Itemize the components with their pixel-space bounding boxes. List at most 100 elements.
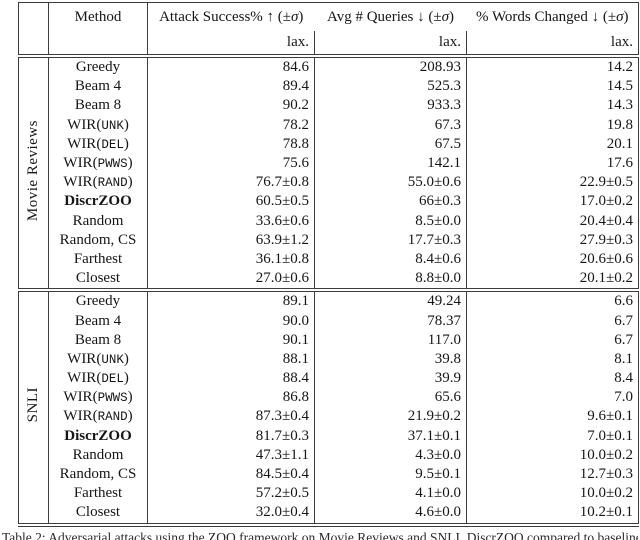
- sigma-symbol: σ: [616, 8, 624, 25]
- words-changed-value: 10.2±0.1: [466, 503, 639, 527]
- method-mono-label: UNK: [101, 118, 124, 133]
- words-changed-value: 6.7: [466, 330, 639, 350]
- avg-queries-value: 8.5±0.0: [314, 211, 467, 231]
- table-row: Beam 8 90.1 117.0 6.7: [19, 330, 639, 350]
- attack-success-value: 90.1: [147, 330, 315, 350]
- method-label: Farthest: [73, 250, 123, 267]
- method-cell: Beam 4: [48, 311, 148, 331]
- method-cell: Random, CS: [48, 464, 148, 485]
- header-text: % Words Changed: [476, 8, 592, 25]
- row-group-label-snli: SNLI: [18, 290, 49, 527]
- words-changed-value: 10.0±0.2: [466, 484, 639, 504]
- method-label: ): [123, 135, 129, 152]
- row-group-label-movie-reviews: Movie Reviews: [18, 56, 49, 293]
- attack-success-value: 33.6±0.6: [147, 211, 315, 231]
- method-mono-label: RAND: [97, 176, 128, 191]
- method-label: Farthest: [73, 485, 123, 502]
- words-changed-value: 17.0±0.2: [466, 192, 639, 212]
- words-changed-value: 14.2: [466, 56, 639, 78]
- header-text: (±: [274, 8, 292, 25]
- header-text: ): [298, 8, 304, 25]
- method-mono-label: RAND: [97, 410, 128, 425]
- table-row: WIR(UNK) 78.2 67.3 19.8: [19, 115, 639, 135]
- attack-success-value: 63.9±1.2: [147, 230, 315, 250]
- sigma-symbol: σ: [441, 8, 449, 25]
- avg-queries-value: 67.3: [314, 115, 467, 135]
- attack-success-value: 81.7±0.3: [147, 426, 315, 446]
- method-label: WIR(: [67, 370, 102, 387]
- method-cell: WIR(DEL): [48, 134, 148, 154]
- method-mono-label: PWWS: [97, 157, 128, 172]
- sub-header-lax: lax.: [466, 31, 639, 58]
- attack-success-value: 87.3±0.4: [147, 407, 315, 427]
- attack-success-value: 27.0±0.6: [147, 269, 315, 293]
- sub-header-lax: lax.: [147, 31, 315, 58]
- rotated-group-label: SNLI: [25, 387, 41, 423]
- header-group-cell: [18, 31, 49, 58]
- avg-queries-value: 39.8: [314, 349, 467, 369]
- table-row: Beam 8 90.2 933.3 14.3: [19, 96, 639, 116]
- method-cell: WIR(PWWS): [48, 153, 148, 174]
- method-label: ): [127, 174, 133, 191]
- table-row: WIR(UNK) 88.1 39.8 8.1: [19, 349, 639, 369]
- attack-success-value: 57.2±0.5: [147, 484, 315, 504]
- words-changed-value: 20.1: [466, 134, 639, 154]
- avg-queries-value: 4.6±0.0: [314, 503, 467, 527]
- header-text: Attack Success%: [159, 8, 267, 25]
- avg-queries-value: 208.93: [314, 56, 467, 78]
- table-row: WIR(RAND) 87.3±0.4 21.9±0.2 9.6±0.1: [19, 407, 639, 427]
- method-label: Beam 4: [74, 312, 122, 329]
- method-label: Closest: [75, 270, 121, 287]
- method-label: Random: [72, 446, 124, 463]
- results-table: Method Attack Success% ↑ (±σ) Avg # Quer…: [18, 2, 639, 527]
- words-changed-value: 19.8: [466, 115, 639, 135]
- method-cell: DiscrZOO: [48, 426, 148, 446]
- table-row: WIR(DEL) 88.4 39.9 8.4: [19, 369, 639, 389]
- header-text: ): [449, 8, 454, 25]
- method-label: Random, CS: [59, 231, 137, 248]
- down-arrow-icon: ↓: [417, 8, 425, 25]
- method-label: Random: [72, 212, 124, 229]
- words-changed-value: 22.9±0.5: [466, 173, 639, 193]
- method-label: WIR(: [67, 116, 102, 133]
- table-row: Random 33.6±0.6 8.5±0.0 20.4±0.4: [19, 211, 639, 231]
- attack-success-value: 75.6: [147, 153, 315, 174]
- header-text: Avg # Queries: [326, 8, 418, 25]
- sub-header-lax: lax.: [314, 31, 467, 58]
- method-label: DiscrZOO: [64, 193, 132, 210]
- column-header-words-changed: % Words Changed ↓ (±σ): [466, 2, 639, 31]
- table-row: Random, CS 84.5±0.4 9.5±0.1 12.7±0.3: [19, 464, 639, 485]
- words-changed-value: 9.6±0.1: [466, 407, 639, 427]
- method-label: ): [123, 116, 129, 133]
- table-row: Farthest 57.2±0.5 4.1±0.0 10.0±0.2: [19, 484, 639, 504]
- rotated-group-label: Movie Reviews: [25, 120, 41, 222]
- down-arrow-icon: ↓: [591, 8, 600, 25]
- words-changed-value: 20.6±0.6: [466, 249, 639, 270]
- method-label: Beam 4: [74, 78, 122, 95]
- header-row-sub: lax. lax. lax.: [18, 31, 639, 58]
- words-changed-value: 17.6: [466, 153, 639, 174]
- table-row: DiscrZOO 81.7±0.3 37.1±0.1 7.0±0.1: [19, 426, 639, 446]
- table-row: Closest 32.0±0.4 4.6±0.0 10.2±0.1: [19, 503, 639, 527]
- attack-success-value: 90.0: [147, 311, 315, 331]
- method-mono-label: DEL: [101, 372, 124, 387]
- avg-queries-value: 21.9±0.2: [314, 407, 467, 427]
- method-mono-label: UNK: [101, 352, 124, 367]
- method-cell: Greedy: [48, 290, 148, 312]
- attack-success-value: 47.3±1.1: [147, 445, 315, 465]
- avg-queries-value: 17.7±0.3: [314, 230, 467, 250]
- table-row: Random 47.3±1.1 4.3±0.0 10.0±0.2: [19, 445, 639, 465]
- method-label: Greedy: [75, 293, 121, 310]
- table-row: Random, CS 63.9±1.2 17.7±0.3 27.9±0.3: [19, 230, 639, 250]
- method-cell: Closest: [48, 503, 148, 527]
- avg-queries-value: 525.3: [314, 77, 467, 97]
- table-row: SNLI Greedy 89.1 49.24 6.6: [18, 290, 639, 527]
- words-changed-value: 7.0: [466, 388, 639, 408]
- attack-success-value: 86.8: [147, 388, 315, 408]
- table-row: WIR(PWWS) 86.8 65.6 7.0: [19, 388, 639, 408]
- words-changed-value: 10.0±0.2: [466, 445, 639, 465]
- words-changed-value: 6.6: [466, 290, 639, 312]
- avg-queries-value: 933.3: [314, 96, 467, 116]
- table-row: DiscrZOO 60.5±0.5 66±0.3 17.0±0.2: [19, 192, 639, 212]
- attack-success-value: 89.1: [147, 290, 315, 312]
